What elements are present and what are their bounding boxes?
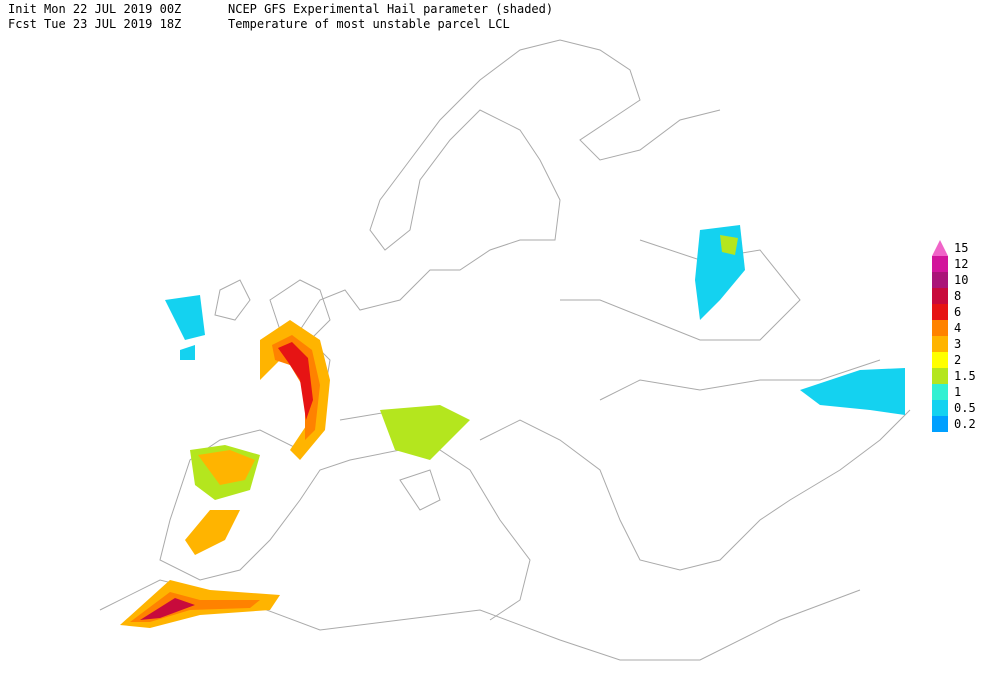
init-label: Init (8, 2, 37, 16)
legend: 15 12 10 8 6 4 3 2 1.5 1 0.5 0.2 (932, 240, 976, 432)
header-field: Temperature of most unstable parcel LCL (228, 17, 510, 31)
header-field: NCEP GFS Experimental Hail parameter (sh… (228, 2, 553, 16)
legend-label: 10 (954, 273, 968, 287)
legend-swatch (932, 272, 948, 288)
fcst-time: Tue 23 JUL 2019 18Z (44, 17, 181, 31)
legend-label: 1.5 (954, 369, 976, 383)
legend-swatch (932, 384, 948, 400)
coastlines (99, 39, 911, 661)
legend-label: 15 (954, 241, 968, 255)
legend-swatch (932, 320, 948, 336)
init-time: Mon 22 JUL 2019 00Z (44, 2, 181, 16)
legend-swatch (932, 416, 948, 432)
legend-label: 12 (954, 257, 968, 271)
legend-label: 8 (954, 289, 961, 303)
legend-label: 6 (954, 305, 961, 319)
legend-swatch (932, 352, 948, 368)
legend-label: 2 (954, 353, 961, 367)
hail-shading (120, 225, 905, 628)
legend-swatch (932, 288, 948, 304)
legend-swatch (932, 400, 948, 416)
legend-label: 3 (954, 337, 961, 351)
fcst-label: Fcst (8, 17, 37, 31)
legend-swatch (932, 368, 948, 384)
legend-swatch (932, 240, 948, 256)
legend-label: 4 (954, 321, 961, 335)
legend-label: 1 (954, 385, 961, 399)
legend-label: 0.2 (954, 417, 976, 431)
legend-swatch (932, 336, 948, 352)
legend-swatch (932, 304, 948, 320)
legend-label: 0.5 (954, 401, 976, 415)
legend-swatch (932, 256, 948, 272)
